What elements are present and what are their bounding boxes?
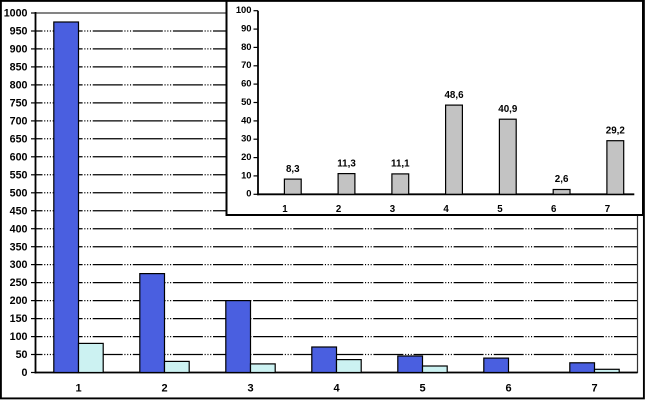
- svg-text:80: 80: [241, 41, 251, 52]
- svg-text:3: 3: [247, 383, 253, 395]
- svg-text:50: 50: [241, 96, 251, 107]
- svg-text:1000: 1000: [4, 8, 28, 20]
- svg-text:11,1: 11,1: [391, 159, 410, 170]
- svg-text:1: 1: [75, 383, 81, 395]
- svg-text:20: 20: [241, 151, 251, 162]
- svg-text:0: 0: [22, 367, 28, 379]
- svg-text:8,3: 8,3: [286, 164, 300, 175]
- svg-text:29,2: 29,2: [606, 125, 626, 136]
- svg-text:6: 6: [505, 383, 511, 395]
- svg-text:7: 7: [605, 204, 610, 215]
- svg-text:350: 350: [10, 241, 28, 253]
- svg-text:950: 950: [10, 26, 28, 38]
- svg-text:800: 800: [10, 80, 28, 92]
- svg-text:150: 150: [10, 313, 28, 325]
- svg-text:200: 200: [10, 295, 28, 307]
- svg-text:7: 7: [591, 383, 597, 395]
- svg-text:600: 600: [10, 151, 28, 163]
- svg-text:100: 100: [236, 4, 252, 15]
- svg-text:2: 2: [161, 383, 167, 395]
- svg-text:11,3: 11,3: [337, 158, 356, 169]
- svg-text:700: 700: [10, 116, 28, 128]
- svg-text:40: 40: [241, 114, 251, 125]
- svg-text:850: 850: [10, 62, 28, 74]
- svg-text:4: 4: [443, 204, 449, 215]
- svg-text:400: 400: [10, 223, 28, 235]
- svg-text:40,9: 40,9: [498, 104, 518, 115]
- svg-text:3: 3: [390, 204, 396, 215]
- svg-text:70: 70: [241, 59, 251, 70]
- svg-text:5: 5: [497, 204, 503, 215]
- svg-text:550: 550: [10, 169, 28, 181]
- svg-text:0: 0: [246, 188, 251, 199]
- svg-text:2,6: 2,6: [555, 174, 569, 185]
- svg-text:1: 1: [282, 204, 288, 215]
- svg-text:650: 650: [10, 133, 28, 145]
- svg-text:900: 900: [10, 44, 28, 56]
- svg-text:250: 250: [10, 277, 28, 289]
- svg-text:2: 2: [336, 204, 341, 215]
- svg-text:30: 30: [241, 133, 251, 144]
- svg-text:500: 500: [10, 187, 28, 199]
- svg-text:10: 10: [241, 169, 251, 180]
- svg-text:100: 100: [10, 331, 28, 343]
- svg-text:90: 90: [241, 23, 251, 34]
- svg-text:6: 6: [551, 204, 557, 215]
- svg-text:5: 5: [419, 383, 425, 395]
- svg-text:60: 60: [241, 78, 251, 89]
- svg-text:300: 300: [10, 259, 28, 271]
- svg-text:450: 450: [10, 205, 28, 217]
- svg-text:50: 50: [16, 349, 28, 361]
- svg-text:4: 4: [333, 383, 340, 395]
- svg-text:750: 750: [10, 98, 28, 110]
- svg-text:48,6: 48,6: [444, 90, 464, 101]
